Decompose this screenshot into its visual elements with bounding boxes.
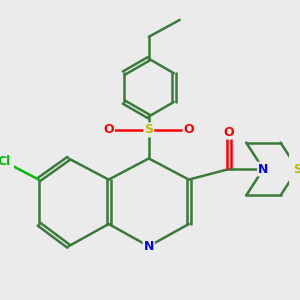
Text: N: N — [258, 163, 268, 176]
Text: S: S — [293, 163, 300, 176]
Text: O: O — [184, 123, 194, 136]
Text: N: N — [144, 240, 154, 253]
Text: Cl: Cl — [0, 155, 11, 168]
Text: S: S — [144, 123, 153, 136]
Text: O: O — [224, 125, 234, 139]
Text: O: O — [103, 123, 114, 136]
